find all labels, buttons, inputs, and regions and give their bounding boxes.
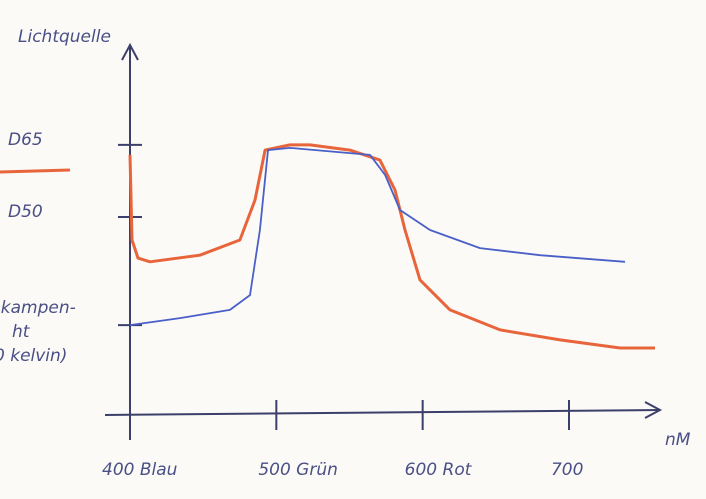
x-axis-label: nM <box>665 430 691 450</box>
x-tick-label: 500 Grün <box>258 460 338 480</box>
x-axis <box>104 409 661 416</box>
x-axis-arrow <box>644 401 663 419</box>
x-tick-label: 600 Rot <box>405 460 473 480</box>
y-tick-label: D65 <box>8 130 43 150</box>
y-axis-label: Lichtquelle <box>18 27 111 47</box>
x-tick-label: 400 Blau <box>102 460 178 480</box>
y-tick-label: D50 <box>8 202 43 222</box>
y-axis-arrow <box>121 42 139 61</box>
data-line <box>128 143 655 350</box>
legend-stroke <box>0 168 71 174</box>
x-tick-label: 700 <box>551 460 583 480</box>
data-line <box>129 147 626 326</box>
y-tick-label: hkampen-ht0 kelvin) <box>0 298 76 366</box>
